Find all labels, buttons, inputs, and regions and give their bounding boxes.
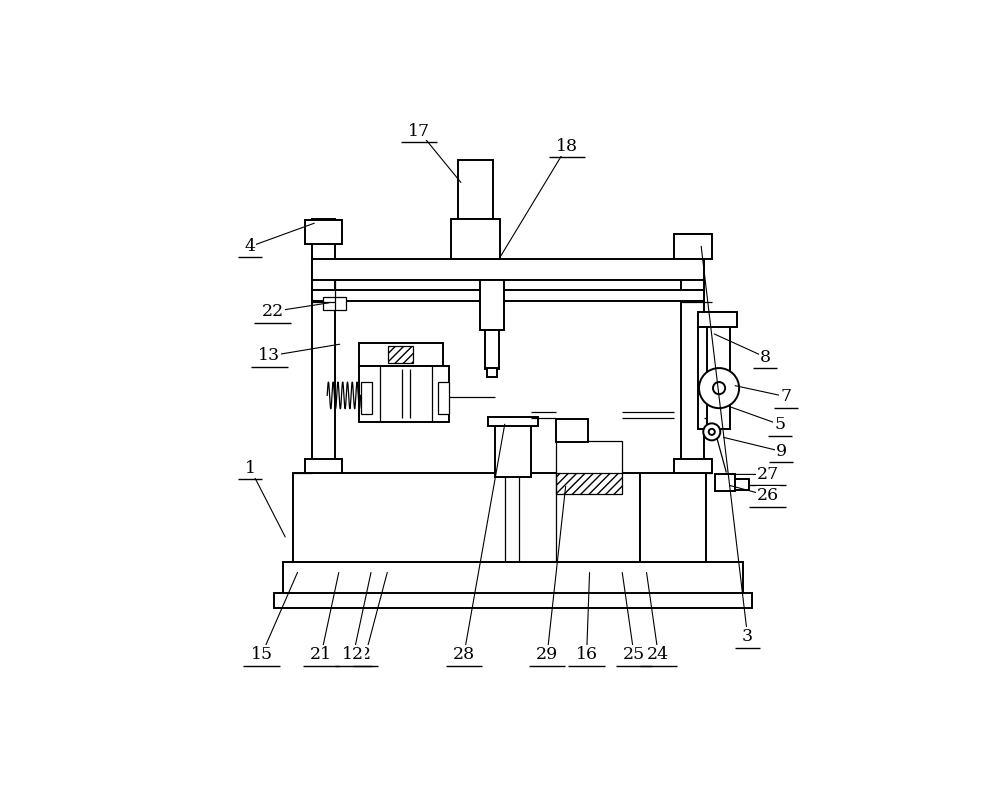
Text: 27: 27 <box>757 466 779 483</box>
Bar <box>388 346 413 363</box>
Text: 25: 25 <box>623 646 645 664</box>
Bar <box>458 159 493 219</box>
Bar <box>359 365 449 421</box>
Bar <box>487 368 497 377</box>
Bar <box>283 563 743 594</box>
Bar <box>495 421 531 477</box>
Text: 12: 12 <box>342 646 364 664</box>
Bar <box>706 312 730 429</box>
Bar <box>361 382 372 413</box>
Text: 1: 1 <box>245 460 256 477</box>
Text: 4: 4 <box>245 238 256 255</box>
Text: 22: 22 <box>261 303 284 320</box>
Text: 15: 15 <box>251 646 273 664</box>
Text: 3: 3 <box>742 628 753 645</box>
Circle shape <box>713 382 725 394</box>
Text: 21: 21 <box>310 646 332 664</box>
Bar <box>488 417 538 426</box>
Text: 5: 5 <box>774 416 785 433</box>
Bar <box>556 471 622 495</box>
Bar <box>485 331 499 369</box>
Bar <box>674 459 712 473</box>
Bar <box>305 459 342 473</box>
Bar <box>293 473 640 563</box>
Circle shape <box>699 368 739 408</box>
Bar <box>715 473 735 491</box>
Text: 26: 26 <box>757 487 779 504</box>
Text: 2: 2 <box>360 646 371 664</box>
Bar <box>556 441 622 473</box>
Text: 18: 18 <box>556 138 578 155</box>
Bar <box>681 234 704 473</box>
Bar <box>323 297 346 310</box>
Bar <box>312 219 335 473</box>
Bar <box>438 382 449 413</box>
Bar <box>312 290 704 301</box>
Bar <box>274 593 752 608</box>
Bar <box>305 220 342 244</box>
Text: 8: 8 <box>760 349 771 365</box>
Text: 16: 16 <box>576 646 598 664</box>
Bar <box>640 473 706 563</box>
Bar <box>451 219 500 259</box>
Bar <box>359 343 443 366</box>
Bar <box>480 280 504 331</box>
Bar <box>556 419 588 442</box>
Text: 28: 28 <box>453 646 475 664</box>
Circle shape <box>709 429 715 435</box>
Bar <box>698 312 737 327</box>
Circle shape <box>703 424 720 440</box>
Bar <box>735 479 749 489</box>
Text: 24: 24 <box>647 646 669 664</box>
Bar <box>312 259 704 280</box>
Bar <box>674 234 712 259</box>
Text: 7: 7 <box>780 388 791 405</box>
Text: 17: 17 <box>408 122 430 140</box>
Text: 29: 29 <box>536 646 558 664</box>
Text: 13: 13 <box>258 347 281 365</box>
Bar <box>698 327 707 429</box>
Text: 9: 9 <box>775 443 787 460</box>
